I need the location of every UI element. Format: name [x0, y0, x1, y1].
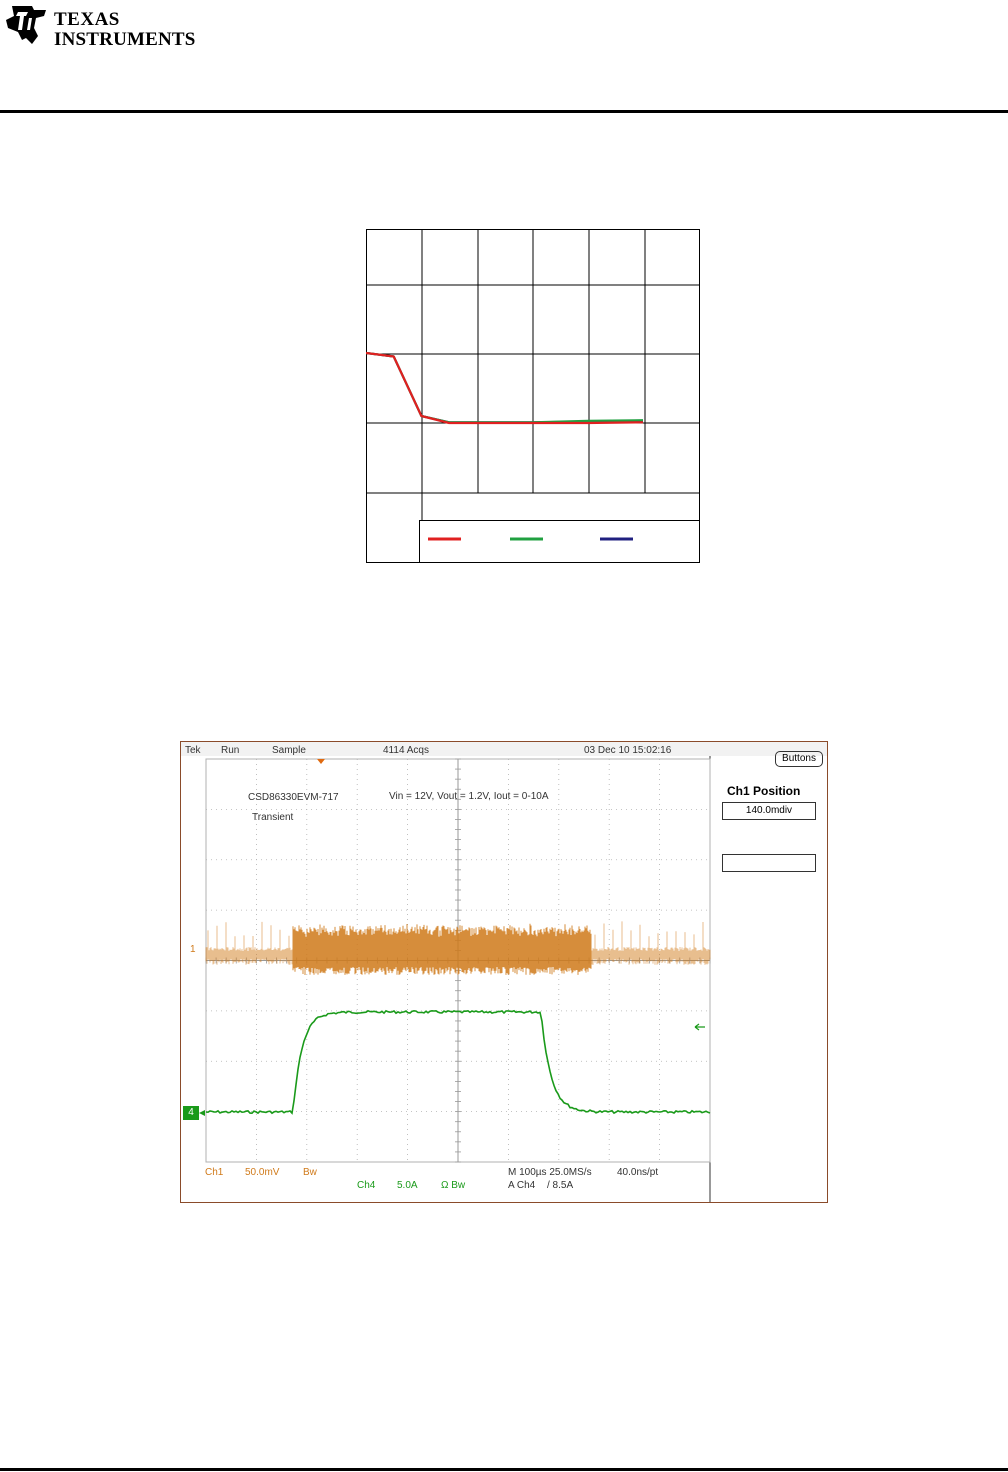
ch4-ground-arrow: [199, 1110, 205, 1116]
timebase: M 100µs 25.0MS/s: [508, 1167, 592, 1178]
load-transient-chart: [365, 229, 700, 563]
footer-rule: [0, 1468, 1008, 1471]
scope-timestamp: 03 Dec 10 15:02:16: [584, 745, 672, 756]
ch1-position-title: Ch1 Position: [727, 784, 801, 798]
chart-legend: [419, 520, 700, 563]
ch4-waveform: [205, 1009, 711, 1115]
trigger-source: A Ch4: [508, 1180, 536, 1191]
scope-svg: [181, 742, 827, 1202]
ch4-ground-marker: 4: [183, 1106, 199, 1120]
scope-acq-count: 4114 Acqs: [383, 745, 429, 756]
side-panel-empty-box: [722, 854, 816, 872]
ch1-label: Ch1: [205, 1167, 224, 1178]
ch1-waveform: [205, 921, 711, 975]
ch1-scale: 50.0mV: [245, 1167, 280, 1178]
ti-logo-icon: [6, 6, 46, 44]
ch4-coupling: Ω Bw: [441, 1180, 466, 1191]
ch1-ground-marker: 1: [190, 944, 196, 955]
header-rule: [0, 110, 1008, 113]
oscilloscope-screenshot: Tek Run Sample 4114 Acqs 03 Dec 10 15:02…: [180, 741, 828, 1203]
ch4-scale: 5.0A: [397, 1180, 418, 1191]
scope-header-bar: [181, 742, 827, 756]
ch4-label: Ch4: [357, 1180, 376, 1191]
scope-run-state: Run: [221, 745, 240, 756]
trigger-position-marker: [317, 759, 325, 764]
ch1-position-value: 140.0mdiv: [722, 802, 816, 820]
scope-brand: Tek: [185, 745, 201, 756]
sample-interval: 40.0ns/pt: [617, 1167, 659, 1178]
ti-logo: TEXAS INSTRUMENTS: [4, 4, 196, 50]
logo-line-1: TEXAS: [54, 9, 120, 30]
scope-acq-type: Sample: [272, 745, 306, 756]
annotation-board: CSD86330EVM-717: [248, 792, 339, 803]
ch1-coupling: Bw: [303, 1167, 317, 1178]
chart-svg: [365, 229, 700, 563]
series-line: [365, 351, 644, 425]
annotation-transient: Transient: [252, 812, 294, 823]
logo-line-2: INSTRUMENTS: [54, 29, 196, 50]
scope-buttons-button[interactable]: Buttons: [775, 751, 823, 767]
annotation-conditions: Vin = 12V, Vout = 1.2V, Iout = 0-10A: [389, 791, 549, 802]
trigger-level: / 8.5A: [547, 1180, 574, 1191]
trigger-level-arrow: [694, 1023, 705, 1031]
